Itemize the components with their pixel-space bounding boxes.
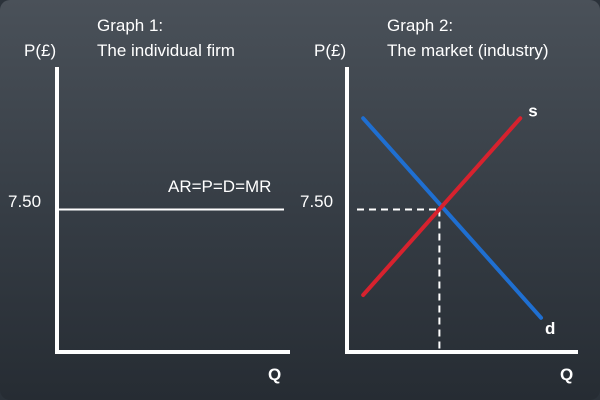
graph2-demand-line	[361, 116, 544, 320]
graph2-heading-line1: Graph 2:	[387, 16, 453, 35]
graph2-x-axis-label: Q	[560, 365, 573, 384]
graph1-heading-line1: Graph 1:	[97, 16, 163, 35]
graph1-price-label: 7.50	[8, 192, 41, 211]
graph2-demand-label: d	[545, 319, 555, 338]
graph1-x-axis-label: Q	[268, 365, 281, 384]
graph1-line-label: AR=P=D=MR	[168, 177, 271, 196]
graph1-heading-line2: The individual firm	[97, 41, 235, 60]
graph1-axes	[55, 67, 290, 354]
graph2-heading-line2: The market (industry)	[387, 41, 549, 60]
graph2-price-label: 7.50	[300, 192, 333, 211]
graph2-y-axis-label: P(£)	[314, 41, 346, 60]
graph2-supply-line	[361, 116, 523, 297]
graph2-supply-label: s	[528, 101, 537, 120]
graph2-axes	[345, 67, 578, 354]
graph1-y-axis-label: P(£)	[24, 41, 56, 60]
